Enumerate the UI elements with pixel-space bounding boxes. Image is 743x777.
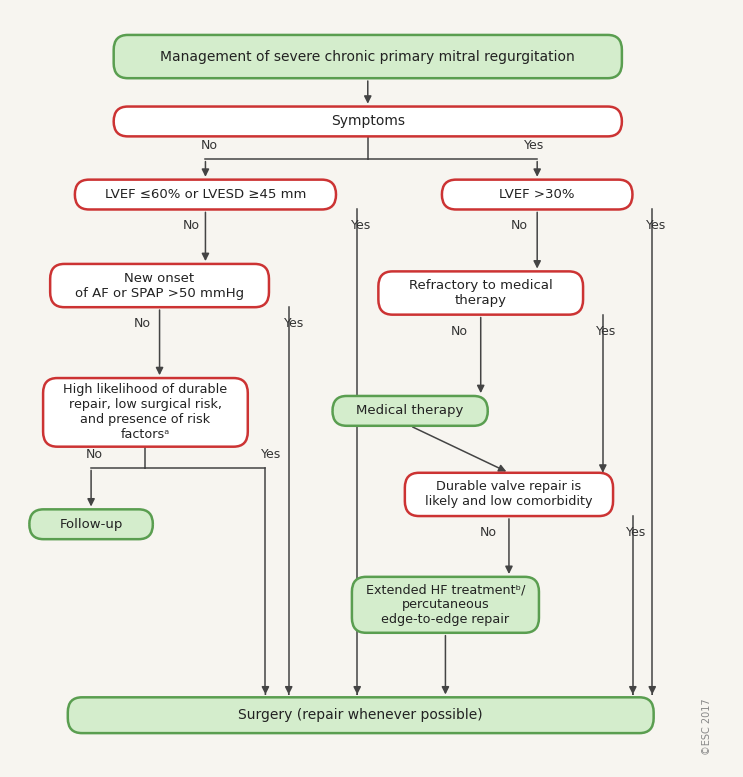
Text: Extended HF treatmentᵇ/
percutaneous
edge-to-edge repair: Extended HF treatmentᵇ/ percutaneous edg…	[366, 584, 525, 626]
Text: No: No	[183, 219, 200, 232]
Text: Follow-up: Follow-up	[59, 517, 123, 531]
FancyBboxPatch shape	[352, 577, 539, 632]
Text: Symptoms: Symptoms	[331, 114, 405, 128]
Text: Yes: Yes	[626, 526, 646, 539]
Text: Yes: Yes	[285, 317, 305, 330]
Text: Management of severe chronic primary mitral regurgitation: Management of severe chronic primary mit…	[160, 50, 575, 64]
FancyBboxPatch shape	[50, 264, 269, 307]
Text: Surgery (repair whenever possible): Surgery (repair whenever possible)	[239, 708, 483, 722]
Text: LVEF >30%: LVEF >30%	[499, 188, 575, 201]
Text: Medical therapy: Medical therapy	[357, 404, 464, 417]
Text: Yes: Yes	[261, 448, 281, 461]
Text: No: No	[479, 526, 496, 539]
FancyBboxPatch shape	[333, 396, 488, 426]
Text: No: No	[511, 219, 528, 232]
Text: Yes: Yes	[596, 325, 617, 337]
FancyBboxPatch shape	[405, 472, 613, 516]
Text: Yes: Yes	[646, 219, 666, 232]
Text: No: No	[86, 448, 103, 461]
Text: Yes: Yes	[524, 139, 544, 152]
FancyBboxPatch shape	[378, 271, 583, 315]
FancyBboxPatch shape	[75, 179, 336, 210]
Text: New onset
of AF or SPAP >50 mmHg: New onset of AF or SPAP >50 mmHg	[75, 272, 244, 300]
FancyBboxPatch shape	[43, 378, 247, 447]
Text: High likelihood of durable
repair, low surgical risk,
and presence of risk
facto: High likelihood of durable repair, low s…	[63, 383, 227, 441]
Text: ©ESC 2017: ©ESC 2017	[701, 699, 712, 755]
Text: No: No	[201, 139, 218, 152]
Text: Yes: Yes	[351, 219, 371, 232]
Text: LVEF ≤60% or LVESD ≥45 mm: LVEF ≤60% or LVESD ≥45 mm	[105, 188, 306, 201]
FancyBboxPatch shape	[114, 106, 622, 137]
FancyBboxPatch shape	[68, 697, 654, 733]
FancyBboxPatch shape	[29, 510, 153, 539]
Text: Durable valve repair is
likely and low comorbidity: Durable valve repair is likely and low c…	[425, 480, 593, 508]
Text: No: No	[451, 325, 468, 337]
FancyBboxPatch shape	[114, 35, 622, 78]
Text: No: No	[134, 317, 150, 330]
FancyBboxPatch shape	[442, 179, 632, 210]
Text: Refractory to medical
therapy: Refractory to medical therapy	[409, 279, 553, 307]
